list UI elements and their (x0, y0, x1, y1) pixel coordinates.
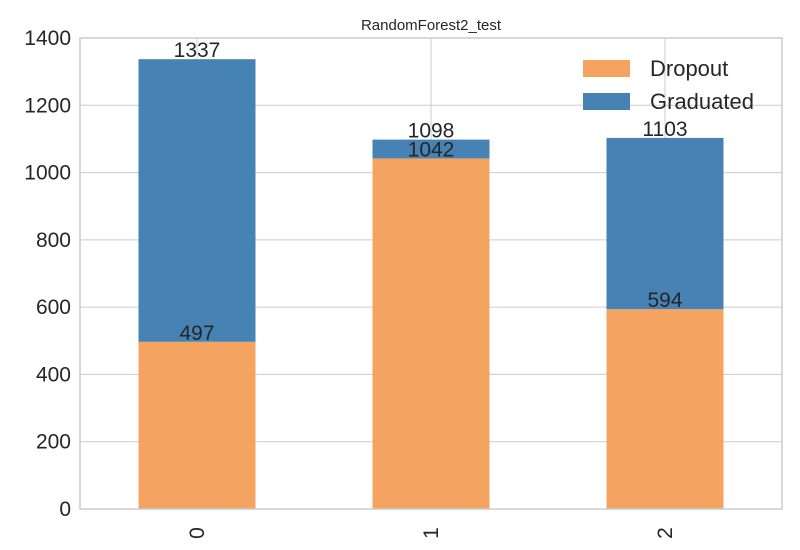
legend-swatch-dropout (583, 60, 630, 77)
bar-label-dropout-1: 1042 (408, 138, 455, 161)
y-tick-label: 800 (36, 229, 71, 252)
x-tick-label: 0 (186, 527, 209, 539)
y-tick-label: 1400 (24, 27, 71, 50)
bar-label-graduated-1: 1098 (408, 120, 455, 143)
bar-dropout-0 (138, 341, 256, 509)
x-axis: 0 1 2 (186, 527, 677, 539)
y-tick-label: 600 (36, 296, 71, 319)
y-tick-label: 1000 (24, 162, 71, 185)
y-axis: 0 200 400 600 800 1000 1200 1400 (24, 27, 71, 521)
bar-label-dropout-0: 497 (179, 322, 214, 345)
legend-label-graduated: Graduated (650, 89, 754, 114)
bar-graduated-1 (372, 139, 490, 159)
bar-label-graduated-0: 1337 (174, 39, 221, 62)
y-tick-label: 1200 (24, 94, 71, 117)
x-tick-label: 1 (420, 527, 443, 539)
y-tick-label: 200 (36, 431, 71, 454)
bars (138, 59, 724, 510)
x-tick-label: 2 (654, 527, 677, 539)
y-tick-label: 400 (36, 363, 71, 386)
bar-dropout-1 (372, 158, 490, 510)
bar-graduated-0 (138, 59, 256, 342)
chart-title: RandomForest2_test (361, 17, 502, 34)
legend: Dropout Graduated (583, 56, 754, 114)
bar-label-graduated-2: 1103 (642, 118, 687, 141)
y-tick-label: 0 (59, 498, 71, 521)
bar-label-dropout-2: 594 (647, 289, 682, 312)
bar-graduated-2 (606, 137, 724, 310)
legend-swatch-graduated (583, 93, 630, 110)
plot-frame (79, 37, 783, 510)
bar-dropout-2 (606, 309, 724, 509)
legend-label-dropout: Dropout (650, 56, 728, 81)
